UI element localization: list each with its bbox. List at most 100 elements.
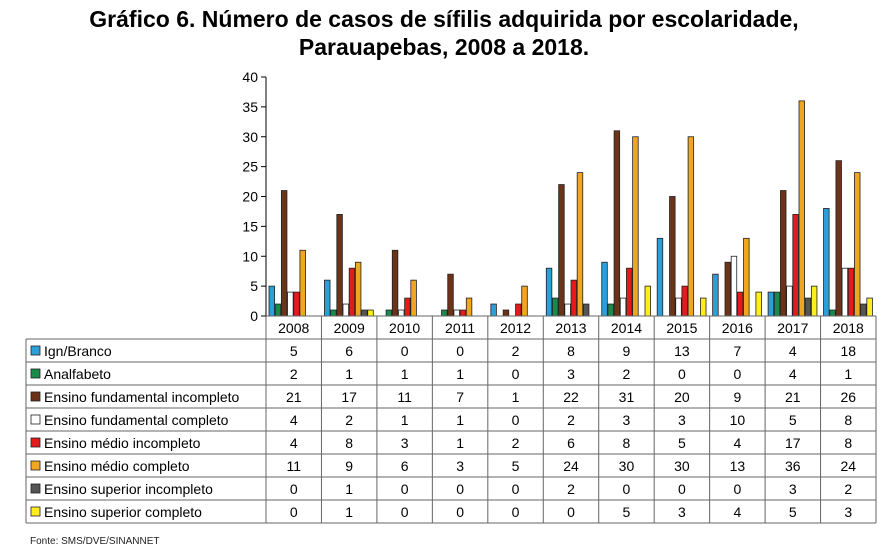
x-tick-label: 2018 — [833, 320, 864, 336]
data-label: 24 — [563, 458, 579, 474]
y-tick-label: 35 — [242, 99, 258, 115]
x-tick-label: 2013 — [555, 320, 586, 336]
data-label: 17 — [785, 435, 801, 451]
legend-swatch — [30, 414, 41, 425]
y-tick-label: 25 — [242, 159, 258, 175]
data-label: 8 — [844, 435, 852, 451]
bar — [700, 297, 707, 317]
data-label: 9 — [623, 343, 631, 359]
legend-label: Ensino superior incompleto — [44, 481, 213, 497]
bar — [619, 297, 627, 317]
legend-swatch — [30, 437, 41, 448]
bar — [552, 297, 559, 317]
bar — [385, 309, 393, 317]
data-label: 0 — [456, 481, 464, 497]
bar — [404, 297, 411, 317]
data-label: 6 — [345, 343, 353, 359]
bar — [755, 291, 762, 317]
bar — [743, 237, 750, 317]
data-label: 3 — [456, 458, 464, 474]
data-label: 3 — [678, 412, 686, 428]
x-tick-label: 2008 — [278, 320, 309, 336]
bar — [490, 303, 497, 317]
bar — [632, 136, 639, 317]
bar — [847, 267, 855, 317]
bar — [656, 237, 664, 317]
bar — [558, 184, 565, 317]
data-label: 9 — [733, 389, 741, 405]
data-label: 22 — [563, 389, 579, 405]
data-label: 6 — [401, 458, 409, 474]
data-label: 0 — [733, 481, 741, 497]
data-label: 11 — [397, 389, 412, 405]
data-label: 6 — [567, 435, 575, 451]
bar — [804, 297, 812, 317]
data-label: 0 — [623, 481, 631, 497]
legend-swatch — [30, 368, 41, 379]
data-label: 1 — [345, 366, 353, 382]
bar — [545, 267, 553, 317]
data-label: 1 — [456, 435, 464, 451]
bar — [841, 267, 849, 317]
data-label: 8 — [345, 435, 353, 451]
bar — [582, 303, 590, 317]
y-tick-label: 40 — [242, 69, 258, 85]
data-label: 2 — [623, 366, 631, 382]
bar — [515, 303, 522, 317]
data-label: 24 — [840, 458, 856, 474]
y-tick-label: 10 — [242, 248, 258, 264]
data-label: 13 — [730, 458, 746, 474]
legend-swatch — [30, 483, 41, 494]
legend-swatch — [30, 460, 41, 471]
x-tick-label: 2012 — [500, 320, 531, 336]
data-label: 1 — [345, 481, 353, 497]
bar — [730, 255, 738, 317]
bar — [268, 285, 275, 317]
data-label: 30 — [674, 458, 690, 474]
data-label: 5 — [789, 504, 797, 520]
y-tick-label: 30 — [242, 129, 258, 145]
bar — [675, 297, 682, 317]
data-label: 3 — [401, 435, 409, 451]
bar — [767, 291, 775, 317]
data-label: 30 — [619, 458, 635, 474]
x-tick-label: 2017 — [777, 320, 808, 336]
x-tick-label: 2009 — [334, 320, 365, 336]
data-label: 36 — [785, 458, 801, 474]
legend-label: Ensino superior completo — [44, 504, 202, 520]
bar — [447, 273, 454, 317]
data-label: 1 — [844, 366, 852, 382]
bar — [293, 291, 300, 317]
bar — [299, 249, 306, 317]
bar — [274, 303, 282, 317]
x-tick-label: 2014 — [611, 320, 642, 336]
bar — [330, 309, 337, 317]
data-label: 8 — [844, 412, 852, 428]
data-label: 1 — [456, 366, 464, 382]
bar — [792, 214, 799, 317]
bar — [324, 279, 331, 317]
bar — [410, 279, 417, 317]
data-label: 0 — [512, 412, 520, 428]
data-label: 21 — [286, 389, 302, 405]
data-label: 0 — [512, 504, 520, 520]
data-label: 5 — [678, 435, 686, 451]
data-label: 4 — [733, 435, 741, 451]
bar — [607, 303, 614, 317]
bar — [669, 196, 676, 317]
data-label: 0 — [567, 504, 575, 520]
data-label: 2 — [567, 412, 575, 428]
chart-title-line-2: Parauapebas, 2008 a 2018. — [298, 34, 590, 60]
data-label: 0 — [733, 366, 741, 382]
data-label: 0 — [401, 343, 409, 359]
data-label: 5 — [623, 504, 631, 520]
bar — [367, 309, 374, 317]
bar — [570, 279, 577, 317]
data-label: 4 — [733, 504, 741, 520]
data-label: 0 — [512, 366, 520, 382]
bar — [810, 285, 818, 317]
x-tick-label: 2016 — [722, 320, 753, 336]
data-label: 5 — [512, 458, 520, 474]
data-label: 3 — [623, 412, 631, 428]
legend-label: Ign/Branco — [44, 343, 112, 359]
